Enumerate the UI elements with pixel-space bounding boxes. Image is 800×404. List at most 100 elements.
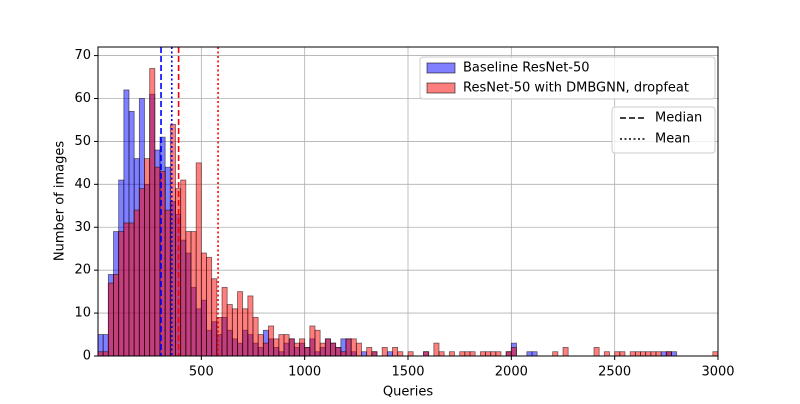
bar xyxy=(200,252,207,357)
x-tick-label: 500 xyxy=(189,365,214,380)
bar xyxy=(495,351,502,357)
bar xyxy=(490,351,497,357)
bar xyxy=(464,351,471,357)
bar xyxy=(133,209,140,357)
bar xyxy=(629,351,636,357)
bar xyxy=(252,316,259,357)
bar xyxy=(278,334,285,357)
bar xyxy=(335,347,342,357)
bar xyxy=(665,351,672,357)
bar xyxy=(397,351,404,357)
bar xyxy=(190,231,197,357)
plot-frame xyxy=(97,46,719,357)
legend-label: ResNet-50 with DMBGNN, dropfeat xyxy=(463,81,689,96)
y-tick-label: 20 xyxy=(74,263,91,278)
x-tick-label: 1500 xyxy=(391,365,424,380)
bar xyxy=(268,325,275,357)
bar xyxy=(221,286,228,357)
legend-box xyxy=(419,56,716,100)
bar xyxy=(345,338,352,357)
bar xyxy=(211,278,218,357)
bar xyxy=(226,304,233,357)
bar xyxy=(485,351,492,357)
bar xyxy=(469,351,476,357)
bar xyxy=(102,351,109,357)
bar xyxy=(712,351,719,357)
legend-label: Median xyxy=(655,111,702,126)
bar xyxy=(386,351,393,357)
bar xyxy=(164,209,171,357)
bar xyxy=(593,347,600,357)
bar xyxy=(113,274,120,357)
bar xyxy=(650,351,657,357)
bar xyxy=(371,351,378,357)
bar xyxy=(169,123,176,357)
bar xyxy=(392,347,399,357)
bar xyxy=(309,325,316,357)
bar xyxy=(107,282,114,357)
legend-box xyxy=(611,106,716,154)
bar xyxy=(448,351,455,357)
bar xyxy=(361,351,368,357)
legend-swatch xyxy=(426,82,456,94)
bar xyxy=(283,334,290,357)
bar xyxy=(324,338,331,357)
bar xyxy=(242,308,249,357)
bar xyxy=(526,351,533,357)
bar xyxy=(634,351,641,357)
bar xyxy=(319,342,326,357)
bar xyxy=(655,351,662,357)
bar xyxy=(366,347,373,357)
bar xyxy=(614,351,621,357)
y-tick-label: 10 xyxy=(74,306,91,321)
bar xyxy=(671,351,678,357)
x-tick-label: 1000 xyxy=(288,365,321,380)
bar xyxy=(138,188,145,357)
bar xyxy=(118,231,125,357)
bar xyxy=(479,351,486,357)
bar xyxy=(531,351,538,357)
bar xyxy=(407,351,414,357)
legend-label: Mean xyxy=(655,132,690,147)
bar xyxy=(206,256,213,357)
bar xyxy=(510,347,517,357)
legend-label: Baseline ResNet-50 xyxy=(463,61,590,76)
y-tick-label: 70 xyxy=(74,48,91,63)
bar xyxy=(185,231,192,357)
bar xyxy=(262,342,269,357)
bar xyxy=(154,166,161,357)
bar xyxy=(381,347,388,357)
bar xyxy=(293,342,300,357)
x-tick-label: 2500 xyxy=(598,365,631,380)
bar xyxy=(562,347,569,357)
bar xyxy=(231,308,238,357)
bar xyxy=(640,351,647,357)
bar xyxy=(257,334,264,357)
y-tick-label: 30 xyxy=(74,220,91,235)
bar xyxy=(195,162,202,357)
bar xyxy=(619,351,626,357)
bar xyxy=(180,179,187,357)
y-tick-label: 0 xyxy=(83,349,91,364)
y-axis-label: Number of images xyxy=(53,141,68,262)
bar xyxy=(149,68,156,357)
bar xyxy=(355,342,362,357)
bar xyxy=(505,351,512,357)
bar xyxy=(645,351,652,357)
bar xyxy=(273,338,280,357)
legend-swatch xyxy=(426,62,456,74)
bar xyxy=(433,342,440,357)
bar xyxy=(350,338,357,357)
bar xyxy=(97,351,104,357)
y-tick-label: 60 xyxy=(74,91,91,106)
x-axis-label: Queries xyxy=(383,385,433,400)
y-tick-label: 50 xyxy=(74,134,91,149)
y-tick-label: 40 xyxy=(74,177,91,192)
bar xyxy=(603,351,610,357)
bar xyxy=(128,222,135,357)
bar xyxy=(247,295,254,357)
bar xyxy=(144,158,151,357)
bar xyxy=(123,222,130,357)
x-tick-label: 2000 xyxy=(495,365,528,380)
